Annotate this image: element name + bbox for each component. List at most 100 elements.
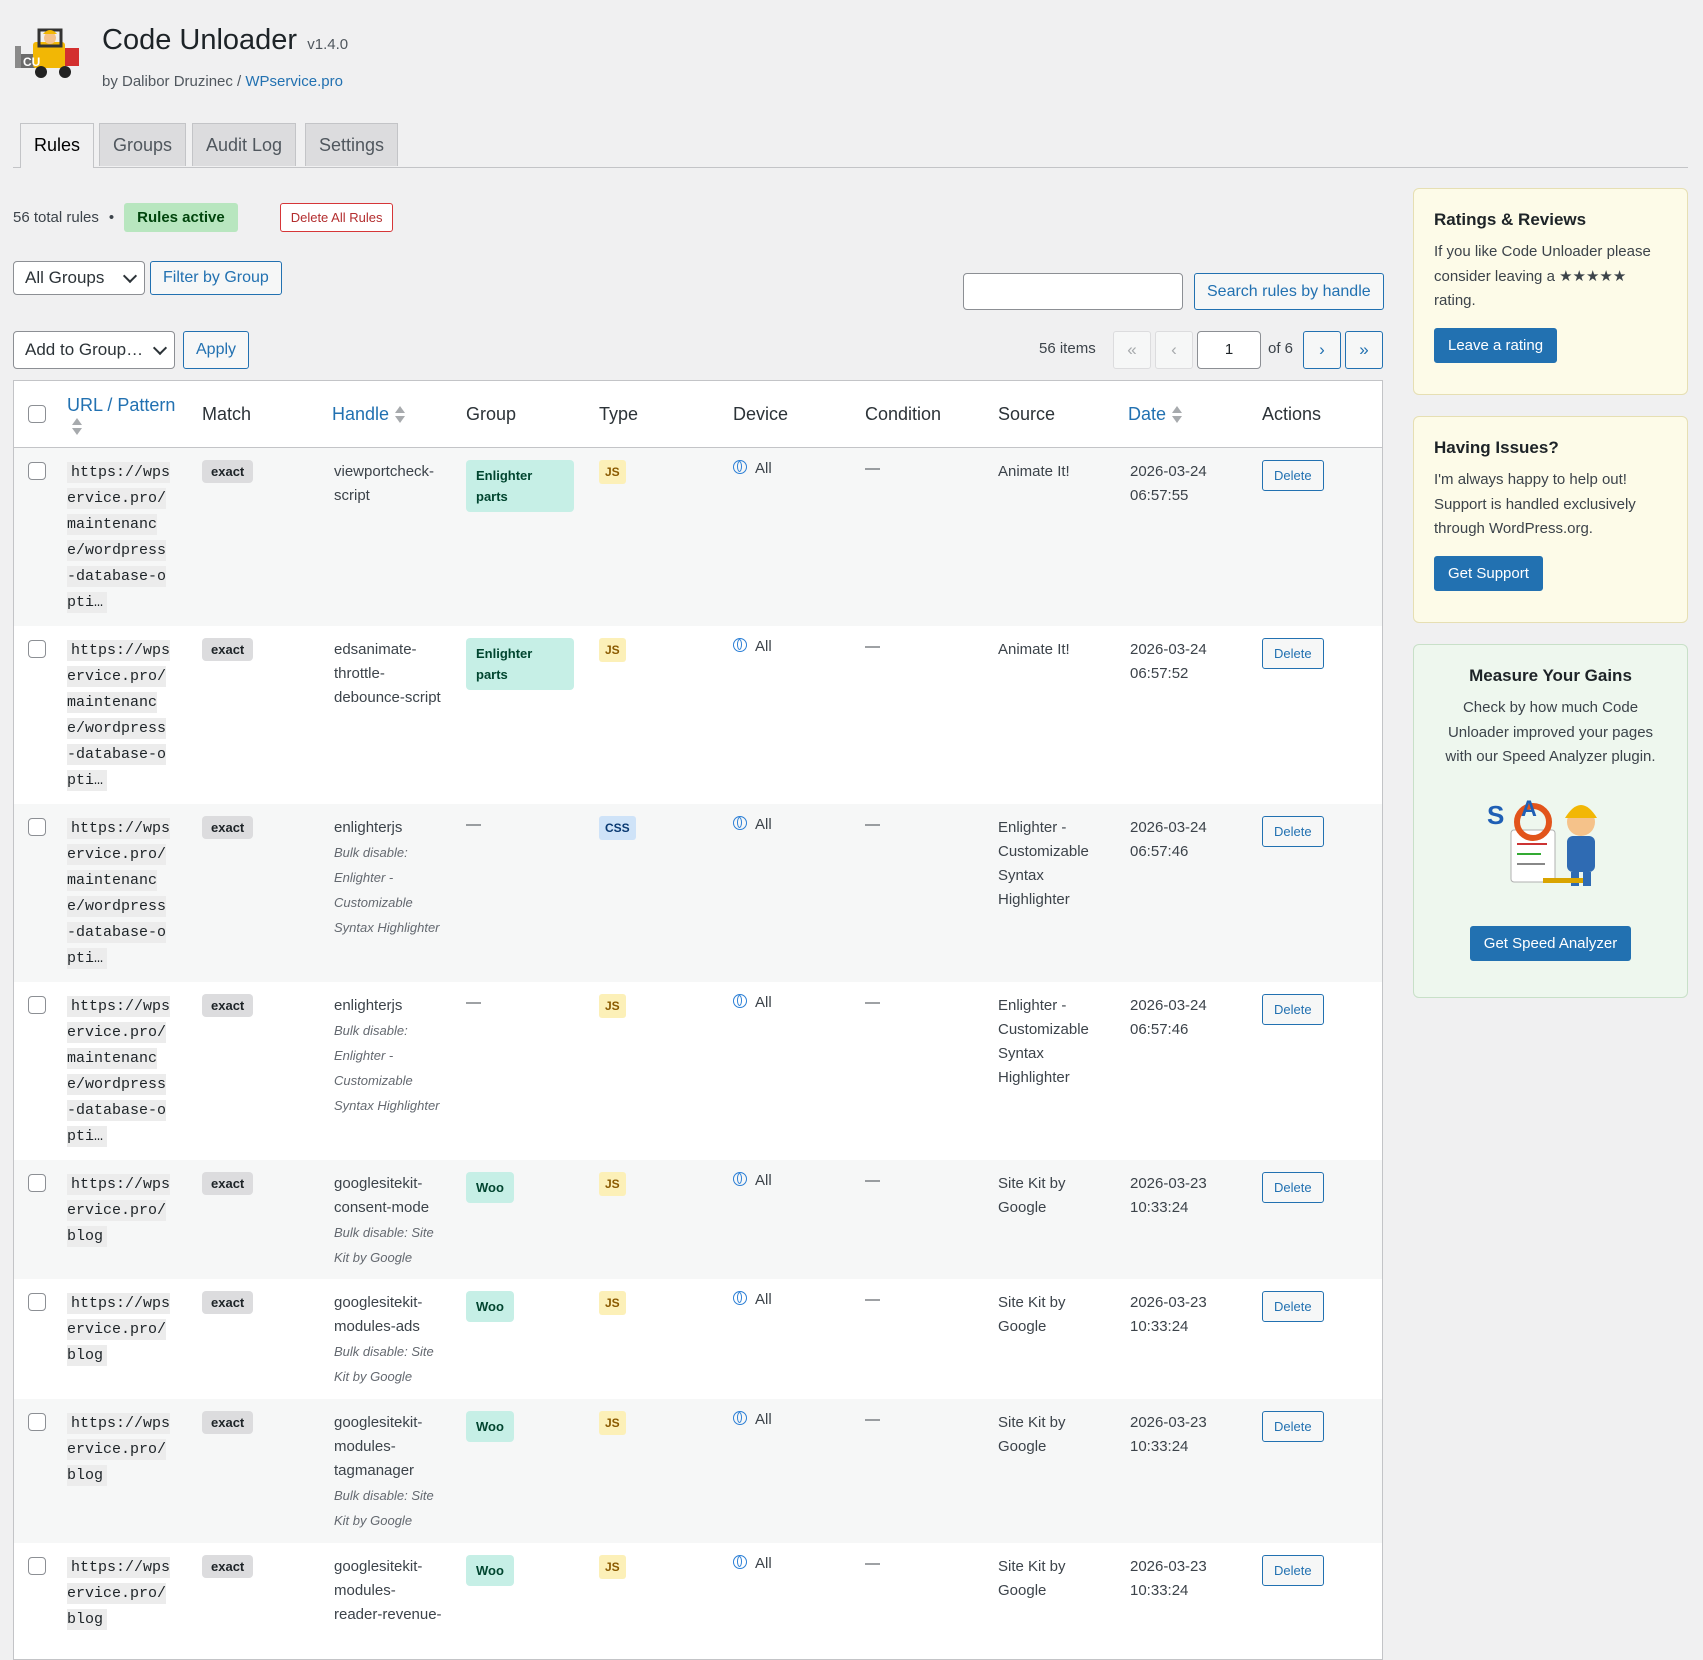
date-cell: 2026-03-24 06:57:46 [1130,816,1207,864]
url-pattern: https://wpservice.pro/blog [67,1291,175,1369]
search-input[interactable] [963,273,1183,310]
author-link[interactable]: WPservice.pro [245,73,343,90]
url-pattern-text: https://wpservice.pro/blog [67,1557,171,1630]
url-pattern-text: https://wpservice.pro/blog [67,1174,171,1247]
actions-cell: Delete [1262,1291,1324,1322]
device-cell: All [733,638,772,655]
row-checkbox[interactable] [28,996,46,1014]
table-row: https://wpservice.pro/maintenance/wordpr… [14,804,1382,982]
handle-name: googlesitekit-modules-ads [334,1294,423,1335]
apply-button[interactable]: Apply [183,331,250,369]
row-checkbox[interactable] [28,640,46,658]
delete-button[interactable]: Delete [1262,460,1324,491]
handle-name: edsanimate-throttle-debounce-script [334,641,441,706]
date-value: 2026-03-23 [1130,1558,1207,1575]
next-page-button[interactable]: › [1303,331,1341,369]
current-page-input[interactable]: 1 [1197,331,1261,369]
prev-page-button[interactable]: ‹ [1155,331,1193,369]
bulk-action-select[interactable]: Add to Group… [13,331,175,369]
col-date-label: Date [1128,404,1167,424]
rules-table: URL / Pattern Match Handle Group Type De… [13,380,1383,1660]
group-cell: Woo [466,1555,574,1586]
device-value: All [755,1411,772,1428]
delete-button[interactable]: Delete [1262,1291,1324,1322]
items-count: 56 items [1039,340,1096,357]
sort-icon [72,418,82,436]
group-cell: Woo [466,1291,574,1322]
filter-by-group-button[interactable]: Filter by Group [150,261,282,295]
handle-cell: enlighterjs Bulk disable: Enlighter - Cus… [334,994,442,1118]
table-row: https://wpservice.pro/blog exact googles… [14,1399,1382,1543]
forklift-logo-icon: CU [15,28,79,78]
delete-button[interactable]: Delete [1262,1411,1324,1442]
get-speed-analyzer-button[interactable]: Get Speed Analyzer [1469,925,1632,961]
time-value: 06:57:46 [1130,843,1189,860]
type-badge: JS [599,994,626,1018]
delete-button[interactable]: Delete [1262,994,1324,1025]
handle-note: Bulk disable: Site Kit by Google [334,1225,434,1265]
group-badge: Woo [466,1291,514,1322]
type-badge: JS [599,1291,626,1315]
handle-cell: googlesitekit-modules-ads Bulk disable: S… [334,1291,442,1389]
match-badge: exact [202,1172,254,1195]
time-value: 10:33:24 [1130,1199,1189,1216]
condition-value: — [865,816,880,833]
row-checkbox[interactable] [28,1174,46,1192]
match-cell: exact [202,1172,254,1195]
bulk-action-value: Add to Group… [25,340,144,359]
status-badge: Rules active [124,202,238,232]
actions-cell: Delete [1262,994,1324,1025]
row-checkbox[interactable] [28,1413,46,1431]
last-page-button[interactable]: » [1345,331,1383,369]
col-handle[interactable]: Handle [332,381,406,447]
byline: by Dalibor Druzinec / WPservice.pro [102,73,343,90]
col-date[interactable]: Date [1128,381,1183,447]
support-title: Having Issues? [1434,438,1559,457]
actions-cell: Delete [1262,1172,1324,1203]
total-pages: of 6 [1268,340,1294,357]
first-page-button[interactable]: « [1113,331,1151,369]
group-badge: Enlighter parts [466,460,574,512]
date-cell: 2026-03-23 10:33:24 [1130,1291,1207,1339]
leave-rating-button[interactable]: Leave a rating [1434,327,1558,363]
group-filter-select[interactable]: All Groups [13,261,145,295]
col-url-pattern[interactable]: URL / Pattern [67,395,175,437]
match-badge: exact [202,1555,254,1578]
tab-rules[interactable]: Rules [20,123,95,168]
row-checkbox[interactable] [28,1557,46,1575]
group-badge: Enlighter parts [466,638,574,690]
type-cell: CSS [599,816,636,840]
get-support-button[interactable]: Get Support [1434,555,1543,591]
row-checkbox[interactable] [28,462,46,480]
device-cell: All [733,460,772,477]
url-pattern-text: https://wpservice.pro/maintenance/wordpr… [67,640,171,791]
delete-all-rules-button[interactable]: Delete All Rules [279,202,394,232]
handle-note: Bulk disable: Enlighter - Customizable S… [334,845,440,935]
delete-button[interactable]: Delete [1262,1555,1324,1586]
device-value: All [755,994,772,1011]
device-cell: All [733,1172,772,1189]
type-badge: CSS [599,816,636,840]
url-pattern: https://wpservice.pro/maintenance/wordpr… [67,460,175,616]
time-value: 10:33:24 [1130,1438,1189,1455]
group-badge: Woo [466,1172,514,1203]
table-row: https://wpservice.pro/maintenance/wordpr… [14,448,1382,626]
tab-settings[interactable]: Settings [305,123,399,166]
search-rules-button[interactable]: Search rules by handle [1194,273,1384,310]
select-all-checkbox[interactable] [28,405,46,423]
delete-button[interactable]: Delete [1262,638,1324,669]
svg-text:S: S [1487,800,1504,830]
tab-audit-log[interactable]: Audit Log [192,123,297,166]
match-badge: exact [202,638,254,661]
delete-button[interactable]: Delete [1262,1172,1324,1203]
speed-analyzer-mascot-icon: S A [1487,796,1597,886]
row-checkbox[interactable] [28,1293,46,1311]
tab-groups[interactable]: Groups [99,123,187,166]
ratings-text: If you like Code Unloader please conside… [1434,243,1651,309]
handle-name: enlighterjs [334,997,403,1014]
col-url-pattern-label: URL / Pattern [67,395,176,415]
delete-button[interactable]: Delete [1262,816,1324,847]
row-checkbox[interactable] [28,818,46,836]
globe-icon [733,638,747,652]
source-value: Site Kit by Google [998,1414,1066,1455]
